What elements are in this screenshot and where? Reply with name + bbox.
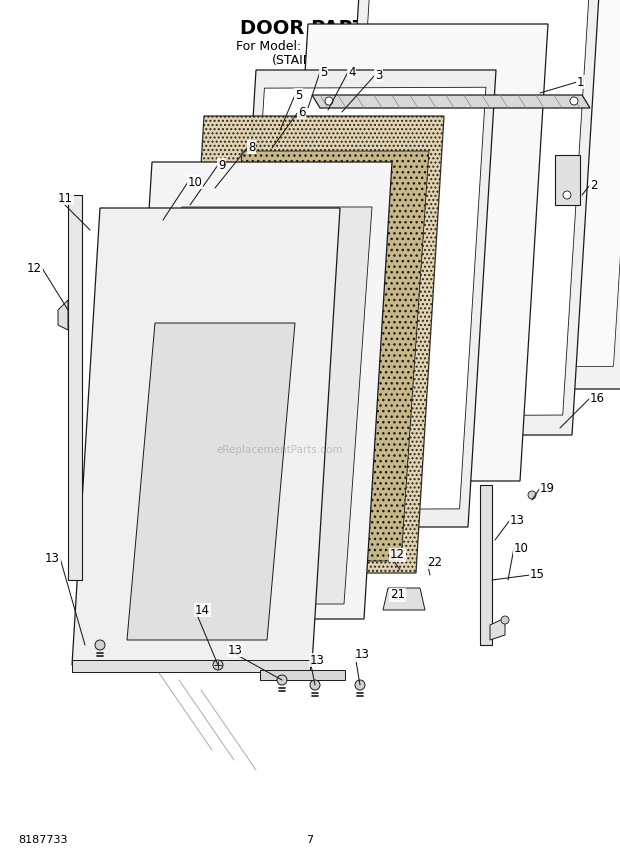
Polygon shape: [72, 208, 340, 665]
Text: 2: 2: [590, 179, 598, 192]
Polygon shape: [555, 155, 580, 205]
Polygon shape: [260, 670, 345, 680]
Circle shape: [501, 616, 509, 624]
Polygon shape: [480, 485, 492, 645]
Polygon shape: [214, 151, 429, 561]
Polygon shape: [490, 618, 505, 640]
Text: 16: 16: [590, 391, 605, 405]
Text: 13: 13: [45, 551, 60, 564]
Text: 10: 10: [514, 542, 529, 555]
Text: 1: 1: [577, 75, 585, 88]
Text: 13: 13: [355, 649, 370, 662]
Polygon shape: [154, 207, 372, 604]
Polygon shape: [72, 660, 310, 672]
Circle shape: [570, 97, 578, 105]
Circle shape: [95, 640, 105, 650]
Circle shape: [213, 660, 223, 670]
Text: 15: 15: [530, 568, 545, 581]
Text: 5: 5: [295, 88, 303, 102]
Polygon shape: [176, 116, 444, 573]
Polygon shape: [384, 0, 620, 389]
Polygon shape: [280, 24, 548, 481]
Text: 12: 12: [27, 261, 42, 275]
Polygon shape: [397, 0, 620, 367]
Text: 14: 14: [195, 603, 210, 616]
Polygon shape: [332, 0, 600, 435]
Polygon shape: [312, 95, 590, 108]
Circle shape: [355, 680, 365, 690]
Text: 21: 21: [390, 589, 405, 602]
Text: 22: 22: [427, 556, 442, 568]
Polygon shape: [228, 70, 496, 527]
Text: 6: 6: [298, 105, 306, 118]
Circle shape: [277, 675, 287, 685]
Text: 13: 13: [228, 644, 243, 657]
Text: 4: 4: [348, 66, 355, 79]
Text: For Model: GS465LELS0: For Model: GS465LELS0: [236, 39, 384, 52]
Polygon shape: [383, 588, 425, 610]
Text: 7: 7: [306, 835, 314, 845]
Text: 9: 9: [218, 158, 226, 171]
Text: 12: 12: [390, 549, 405, 562]
Text: 11: 11: [58, 192, 73, 205]
Text: eReplacementParts.com: eReplacementParts.com: [217, 445, 343, 455]
Text: 3: 3: [375, 68, 383, 81]
Polygon shape: [238, 87, 486, 509]
Circle shape: [310, 680, 320, 690]
Polygon shape: [127, 323, 295, 640]
Text: 8187733: 8187733: [18, 835, 68, 845]
Polygon shape: [58, 300, 68, 330]
Circle shape: [528, 491, 536, 499]
Text: (STAINLESS): (STAINLESS): [272, 54, 348, 67]
Text: 10: 10: [188, 175, 203, 188]
Circle shape: [325, 97, 333, 105]
Polygon shape: [343, 0, 589, 416]
Polygon shape: [124, 162, 392, 619]
Text: DOOR PARTS: DOOR PARTS: [240, 19, 380, 38]
Circle shape: [563, 191, 571, 199]
Text: 13: 13: [510, 514, 525, 526]
Text: 19: 19: [540, 482, 555, 495]
Text: 5: 5: [320, 66, 327, 79]
Text: 8: 8: [248, 140, 255, 153]
Polygon shape: [68, 195, 82, 580]
Text: 13: 13: [310, 653, 325, 667]
